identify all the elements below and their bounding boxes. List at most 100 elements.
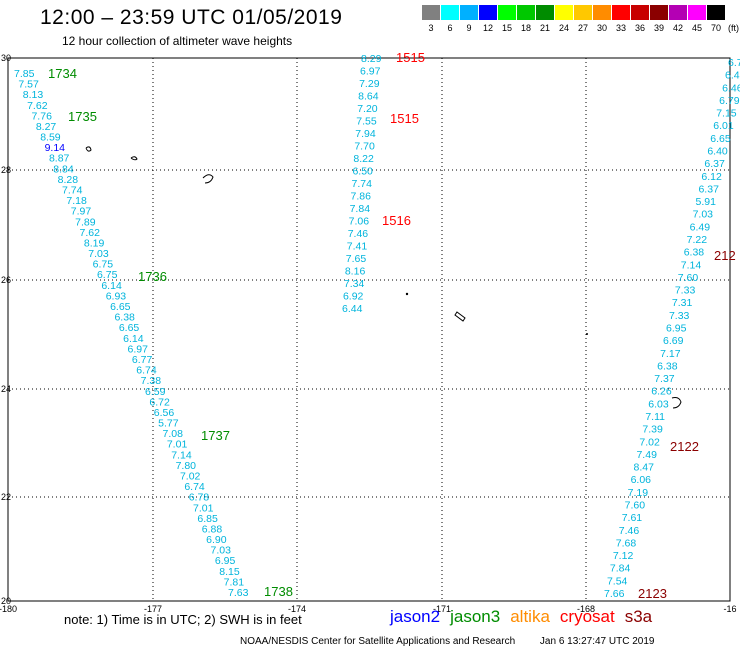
wave-height-value: 6.65 <box>710 133 731 145</box>
wave-height-value: 7.11 <box>645 411 665 423</box>
credit-line: NOAA/NESDIS Center for Satellite Applica… <box>240 636 676 647</box>
wave-height-value: 7.33 <box>669 310 690 322</box>
wave-height-value: 6.59 <box>145 386 166 398</box>
wave-height-value: 8.84 <box>53 163 74 175</box>
lon-label: -171 <box>433 604 451 614</box>
wave-height-value: 6.44 <box>342 303 363 315</box>
wave-height-value: 6.14 <box>123 333 144 345</box>
scale-label: 15 <box>501 23 512 33</box>
wave-height-value: 7.20 <box>357 103 378 115</box>
pass-time-labels: 1734 1735 1736 1737 1738 1515 1515 1516 212 2122 2… <box>48 50 736 601</box>
scale-label: 36 <box>634 23 645 33</box>
scale-label: 33 <box>615 23 626 33</box>
lon-label: -168 <box>577 604 595 614</box>
wave-height-value: 7.63 <box>228 587 249 599</box>
wave-height-value: 6.93 <box>106 290 127 302</box>
wave-height-value: 6.69 <box>663 335 684 347</box>
wave-height-value: 5.77 <box>158 418 179 430</box>
wave-height-value: 6.37 <box>698 183 719 195</box>
wave-height-value: 7.19 <box>628 487 649 499</box>
wave-height-value: 7.34 <box>344 278 365 290</box>
wave-height-value: 6.77 <box>132 354 153 366</box>
wave-height-value: 7.29 <box>359 78 380 90</box>
island-outline <box>671 397 682 409</box>
wave-height-value: 7.55 <box>356 116 377 128</box>
wave-height-value: 7.38 <box>141 375 162 387</box>
pass-time-label: 1735 <box>68 109 97 124</box>
wave-height-value: 7.39 <box>642 424 663 436</box>
lon-label: -16 <box>723 604 736 614</box>
wave-height-value: 7.02 <box>639 436 660 448</box>
wave-height-value: 8.47 <box>634 462 655 474</box>
credit-timestamp: Jan 6 13:27:47 UTC 2019 <box>539 636 655 647</box>
wave-height-value: 6.65 <box>119 322 140 334</box>
wave-height-value: 7.76 <box>31 110 52 122</box>
wave-height-value: 7.80 <box>176 460 197 472</box>
wave-height-value: 6.56 <box>154 407 175 419</box>
wave-height-value: 7.12 <box>613 550 634 562</box>
wave-height-value: 7.60 <box>678 272 699 284</box>
wave-height-value: 7.81 <box>224 576 245 588</box>
wave-height-value: 6.38 <box>657 360 678 372</box>
wave-height-value: 6.37 <box>704 158 725 170</box>
wave-height-value: 7.86 <box>351 191 372 203</box>
wave-height-value: 6.75 <box>93 259 114 271</box>
scale-swatch <box>707 5 725 20</box>
wave-height-value: 7.14 <box>681 259 702 271</box>
wave-height-value: 6.78 <box>189 492 210 504</box>
wave-height-value: 7.85 <box>14 68 35 80</box>
wave-height-value: 8.22 <box>353 153 374 165</box>
pass-time-label: 1737 <box>201 428 230 443</box>
wave-height-value: 6.03 <box>648 398 669 410</box>
wave-height-value: 7.89 <box>75 216 96 228</box>
pass-time-label: 1515 <box>396 50 425 65</box>
scale-label: 30 <box>596 23 607 33</box>
scale-swatch <box>650 5 668 20</box>
page-title: 12:00 – 23:59 UTC 01/05/2019 <box>40 6 343 29</box>
wave-height-value: 6.92 <box>343 291 364 303</box>
satellite-name: jason3 <box>450 607 501 626</box>
wave-height-value: 9.14 <box>45 142 66 154</box>
satellite-name: s3a <box>624 607 653 626</box>
wave-height-value: 7.01 <box>193 502 214 514</box>
wave-height-value: 6.79 <box>719 95 740 107</box>
wave-height-value: 7.84 <box>350 203 371 215</box>
wave-height-value: 6.72 <box>149 396 170 408</box>
island-outlines <box>85 146 682 409</box>
wave-height-value: 8.27 <box>36 121 57 133</box>
lon-label: -180 <box>0 604 17 614</box>
scale-swatch <box>422 5 440 20</box>
lon-label: -177 <box>144 604 162 614</box>
scale-label: 70 <box>710 23 721 33</box>
axis-labels: 30 28 26 24 22 20-180 -177 -174 -171 -168 -16 <box>0 53 737 614</box>
scale-swatch <box>498 5 516 20</box>
wave-height-value: 7.41 <box>347 241 368 253</box>
credit-organization: NOAA/NESDIS Center for Satellite Applica… <box>240 636 516 647</box>
wave-height-value: 8.64 <box>358 91 379 103</box>
lat-label: 24 <box>1 384 11 394</box>
pass-time-label: 1516 <box>382 213 411 228</box>
lon-label: -174 <box>288 604 306 614</box>
wave-height-value: 6.12 <box>701 171 722 183</box>
wave-height-value: 8.19 <box>84 237 105 249</box>
wave-height-value: 6.90 <box>206 534 227 546</box>
wave-height-value: 6.38 <box>684 247 705 259</box>
wave-height-value: 6.06 <box>631 474 652 486</box>
pass-time-label: 1738 <box>264 584 293 599</box>
pass-time-label: 2123 <box>638 586 667 601</box>
scale-label: 18 <box>520 23 531 33</box>
wave-height-value: 8.59 <box>40 132 61 144</box>
wave-height-value: 6.7 <box>728 57 740 69</box>
scale-swatch <box>517 5 535 20</box>
scale-swatch <box>574 5 592 20</box>
lat-label: 20 <box>1 596 11 606</box>
wave-height-value: 6.38 <box>114 312 135 324</box>
scale-swatch <box>479 5 497 20</box>
wave-height-value: 7.65 <box>346 253 367 265</box>
wave-height-value: 7.62 <box>80 227 101 239</box>
wave-height-value: 6.4 <box>725 70 740 82</box>
scale-swatch <box>593 5 611 20</box>
wave-height-value: 7.54 <box>607 575 628 587</box>
wave-height-value: 8.28 <box>58 174 79 186</box>
wave-height-value: 8.16 <box>345 266 366 278</box>
